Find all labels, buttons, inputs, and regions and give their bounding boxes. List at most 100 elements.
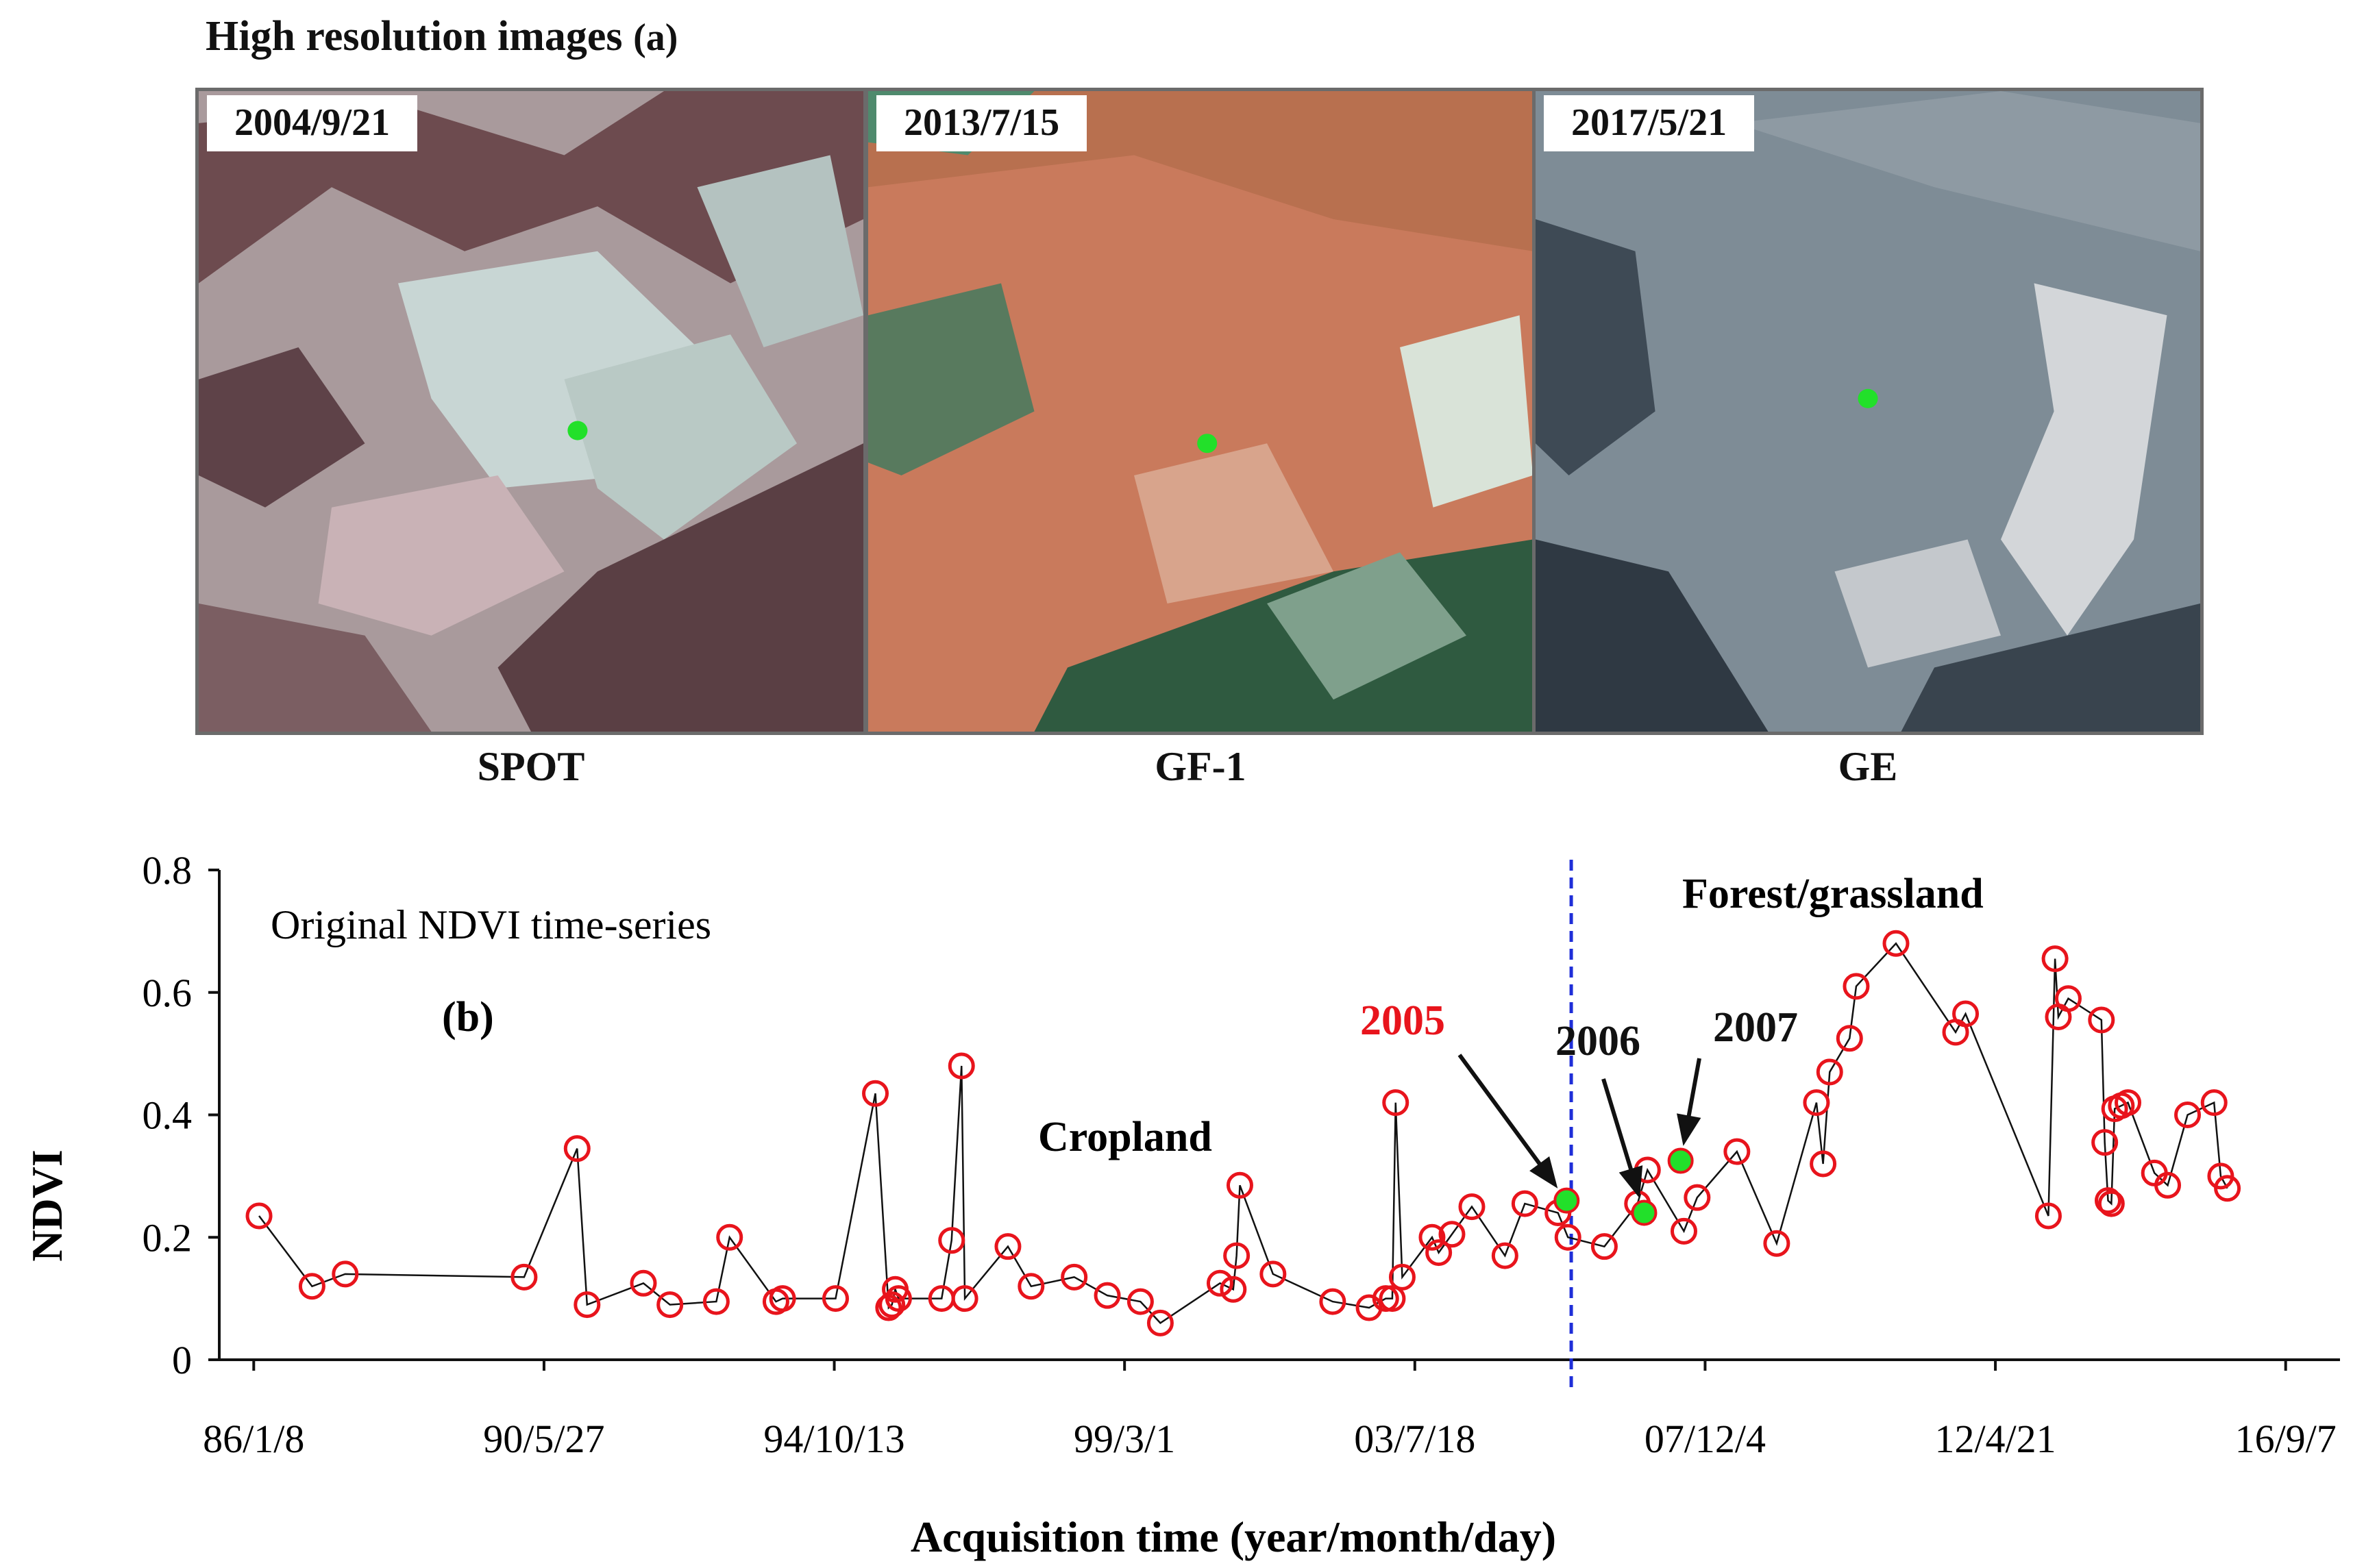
ndvi-point bbox=[1882, 930, 1910, 957]
spot-date-label: 2004/9/21 bbox=[207, 95, 418, 151]
highlight-label-2007: 2007 bbox=[1713, 1004, 1798, 1051]
ndvi-point bbox=[1259, 1260, 1287, 1288]
chart-axes: 0 0.2 0.4 0.6 0.8 86/1/8 90/5/27 94/10/13 99/3/1… bbox=[143, 848, 2340, 1461]
ndvi-point bbox=[2041, 945, 2069, 973]
ndvi-point bbox=[1952, 1000, 1980, 1028]
ndvi-point bbox=[1146, 1309, 1174, 1336]
ge-location-marker bbox=[1858, 388, 1878, 408]
chart-annotations: 2005 2006 2007 bbox=[1360, 997, 1798, 1226]
ndvi-point bbox=[702, 1288, 730, 1315]
ndvi-point bbox=[1220, 1275, 1247, 1303]
ndvi-point bbox=[574, 1291, 601, 1319]
ndvi-point bbox=[1223, 1242, 1251, 1269]
arrow-shaft-2005 bbox=[1457, 1054, 1547, 1173]
ndvi-point bbox=[2054, 985, 2082, 1012]
ge-sensor-label: GE bbox=[1838, 744, 1898, 789]
spot-sensor-label: SPOT bbox=[477, 744, 585, 789]
spot-image-texture bbox=[199, 91, 863, 732]
ndvi-point bbox=[1511, 1190, 1538, 1217]
y-tick-label: 0.2 bbox=[143, 1215, 193, 1260]
ndvi-point bbox=[1061, 1263, 1088, 1291]
y-tick-label: 0.6 bbox=[143, 971, 193, 1015]
x-tick-label: 94/10/13 bbox=[763, 1417, 904, 1461]
ndvi-point bbox=[2091, 1129, 2119, 1156]
ndvi-point bbox=[2115, 1089, 2141, 1117]
ndvi-point bbox=[1094, 1282, 1121, 1309]
ndvi-point bbox=[1226, 1171, 1253, 1199]
ndvi-series-line bbox=[258, 942, 2228, 1325]
ndvi-point bbox=[1670, 1217, 1697, 1245]
x-tick-label: 86/1/8 bbox=[203, 1417, 304, 1461]
ndvi-point bbox=[1206, 1269, 1233, 1297]
ndvi-point bbox=[1684, 1184, 1711, 1211]
ndvi-point bbox=[2214, 1175, 2241, 1202]
arrow-shaft-2006 bbox=[1601, 1078, 1636, 1180]
ndvi-point bbox=[1491, 1242, 1518, 1269]
chart-title: Original NDVI time-series bbox=[271, 902, 711, 947]
ndvi-point bbox=[1836, 1025, 1863, 1052]
ndvi-point bbox=[822, 1285, 849, 1312]
arrow-shaft-2007 bbox=[1685, 1058, 1701, 1126]
satellite-image-spot: 2004/9/21 bbox=[195, 88, 867, 735]
ndvi-point bbox=[1458, 1193, 1486, 1221]
x-tick-label: 90/5/27 bbox=[483, 1417, 604, 1461]
ge-date-label: 2017/5/21 bbox=[1544, 95, 1755, 151]
ndvi-point bbox=[1843, 973, 1870, 1000]
ndvi-point bbox=[2097, 1190, 2125, 1217]
ndvi-point bbox=[878, 1291, 906, 1319]
gf1-image-texture bbox=[868, 91, 1533, 732]
panel-a-title: High resolution images (a) bbox=[206, 12, 678, 61]
panel-a-label: (a) bbox=[633, 16, 678, 59]
ndvi-point bbox=[332, 1260, 359, 1288]
gf1-sensor-label: GF-1 bbox=[1155, 744, 1246, 789]
ndvi-point bbox=[1554, 1223, 1581, 1251]
ndvi-point bbox=[994, 1233, 1022, 1260]
highlight-point-2007 bbox=[1667, 1147, 1694, 1174]
ndvi-point bbox=[716, 1223, 743, 1251]
ndvi-point bbox=[1379, 1285, 1406, 1312]
y-tick-label: 0.4 bbox=[143, 1093, 193, 1138]
gf1-date-label: 2013/7/15 bbox=[876, 95, 1087, 151]
arrow-head-2007 bbox=[1676, 1113, 1701, 1146]
ndvi-point bbox=[2174, 1102, 2202, 1128]
ndvi-point bbox=[2088, 1006, 2115, 1034]
ndvi-point bbox=[1418, 1223, 1446, 1251]
x-tick-label: 03/7/18 bbox=[1354, 1417, 1475, 1461]
ndvi-point bbox=[656, 1291, 684, 1319]
ndvi-point bbox=[862, 1080, 889, 1107]
ndvi-point bbox=[1723, 1138, 1751, 1165]
x-axis-label: Acquisition time (year/month/day) bbox=[911, 1513, 1556, 1561]
spot-location-marker bbox=[567, 421, 588, 440]
ndvi-point bbox=[769, 1285, 796, 1312]
ndvi-point bbox=[885, 1285, 912, 1312]
ndvi-point bbox=[1590, 1233, 1618, 1260]
ndvi-point bbox=[1425, 1239, 1453, 1267]
x-tick-label: 99/3/1 bbox=[1074, 1417, 1175, 1461]
ndvi-point bbox=[951, 1285, 978, 1312]
arrow-head-2005 bbox=[1529, 1156, 1558, 1189]
highlight-point-2005 bbox=[1553, 1187, 1580, 1214]
panel-a-title-text: High resolution images bbox=[206, 13, 623, 60]
ndvi-point bbox=[1816, 1058, 1843, 1086]
highlight-point-2006 bbox=[1631, 1199, 1658, 1226]
ndvi-point bbox=[1382, 1089, 1409, 1117]
ndvi-point bbox=[1372, 1285, 1399, 1312]
satellite-image-ge: 2017/5/21 bbox=[1532, 88, 2204, 735]
region-label-before: Cropland bbox=[1038, 1114, 1212, 1160]
ndvi-point bbox=[1018, 1273, 1045, 1300]
ndvi-point bbox=[510, 1263, 538, 1291]
ndvi-point bbox=[1126, 1288, 1154, 1315]
ndvi-point bbox=[1438, 1221, 1466, 1248]
ndvi-point bbox=[2034, 1202, 2062, 1230]
x-tick-label: 12/4/21 bbox=[1934, 1417, 2056, 1461]
gf1-location-marker bbox=[1197, 434, 1218, 453]
x-tick-label: 07/12/4 bbox=[1645, 1417, 1766, 1461]
ndvi-point bbox=[948, 1052, 975, 1080]
ndvi-point bbox=[938, 1227, 965, 1254]
y-tick-label: 0.8 bbox=[143, 848, 193, 893]
arrow-head-2006 bbox=[1618, 1165, 1643, 1199]
ge-image-texture bbox=[1536, 91, 2200, 732]
panel-b-label: (b) bbox=[442, 994, 494, 1041]
ndvi-point bbox=[1803, 1089, 1830, 1117]
ndvi-point bbox=[2154, 1171, 2182, 1199]
